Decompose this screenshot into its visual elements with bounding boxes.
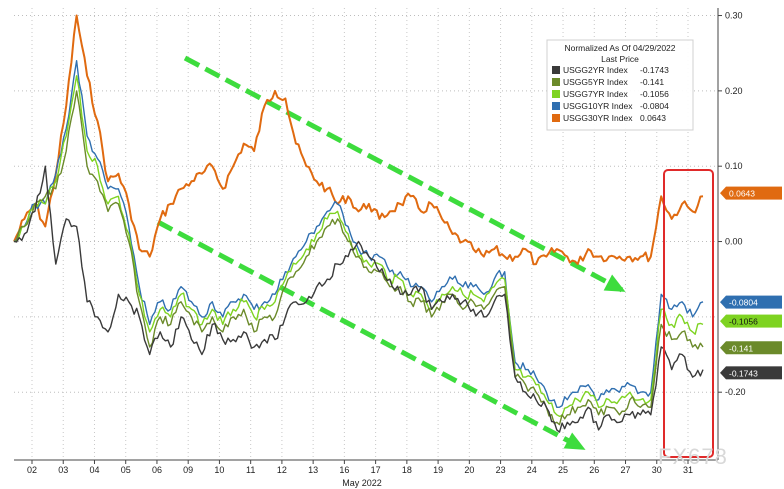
y-tick-label-1: 0.20	[725, 86, 743, 96]
last-tag-pointer-0	[720, 366, 726, 380]
legend-subtitle: Last Price	[601, 54, 639, 64]
x-tick-label-9: 13	[308, 465, 318, 475]
y-tick-label-2: 0.10	[725, 161, 743, 171]
last-tag-pointer-4	[720, 186, 726, 200]
last-tag-box-2	[726, 314, 782, 328]
last-tag-label-4: 0.0643	[729, 189, 755, 199]
series-line-usgg30yr	[13, 14, 704, 266]
legend-entry-name-3: USGG10YR Index	[563, 101, 633, 111]
x-axis-label: May 2022	[342, 478, 382, 488]
legend-entry-value-0: -0.1743	[640, 65, 669, 75]
x-tick-label-20: 30	[652, 465, 662, 475]
x-tick-label-11: 17	[371, 465, 381, 475]
legend-entry-name-0: USGG2YR Index	[563, 65, 628, 75]
y-tick-label-3: 0.00	[725, 237, 743, 247]
last-tag-box-1	[726, 341, 782, 355]
legend-swatch-1	[552, 78, 560, 86]
y-tick-label-0: 0.30	[725, 11, 743, 21]
legend-swatch-3	[552, 102, 560, 110]
last-tag-label-0: -0.1743	[729, 368, 758, 378]
trend-arrow-head-0	[603, 274, 626, 292]
legend-entry-value-2: -0.1056	[640, 89, 669, 99]
x-tick-label-7: 11	[246, 465, 255, 475]
trend-arrow-line-1	[156, 219, 584, 451]
x-tick-label-16: 24	[527, 465, 537, 475]
x-tick-label-17: 25	[558, 465, 568, 475]
legend-box	[546, 39, 694, 131]
legend-entry-value-1: -0.141	[640, 77, 664, 87]
last-tag-box-4	[726, 186, 782, 200]
last-tag-label-2: -0.1056	[729, 317, 758, 327]
x-tick-label-2: 04	[89, 465, 99, 475]
legend-entry-name-1: USGG5YR Index	[563, 77, 628, 87]
trend-arrows	[156, 55, 626, 451]
legend-entry-name-4: USGG30YR Index	[563, 113, 633, 123]
x-tick-label-15: 23	[496, 465, 506, 475]
legend-entry-value-4: 0.0643	[640, 113, 666, 123]
y-axis: 0.30 0.20 0.10 0.00 -0.20	[717, 8, 746, 460]
x-tick-label-18: 26	[589, 465, 599, 475]
last-tag-pointer-3	[720, 295, 726, 309]
last-tag-pointer-1	[720, 341, 726, 355]
highlight-box	[663, 169, 714, 458]
x-tick-label-21: 31	[683, 465, 693, 475]
series-line-usgg10yr	[13, 60, 704, 408]
x-tick-label-10: 16	[339, 465, 349, 475]
highlight-rectangle	[663, 169, 714, 458]
x-tick-label-5: 09	[183, 465, 193, 475]
legend-swatch-2	[552, 90, 560, 98]
x-tick-label-13: 19	[433, 465, 443, 475]
series-line-usgg5yr	[13, 90, 704, 426]
x-tick-label-8: 12	[277, 465, 287, 475]
legend-swatch-4	[552, 114, 560, 122]
last-tag-box-0	[726, 366, 782, 380]
x-tick-label-4: 06	[152, 465, 162, 475]
x-tick-label-1: 03	[58, 465, 68, 475]
x-tick-label-14: 20	[464, 465, 474, 475]
watermark-text: FX678	[658, 444, 728, 469]
last-tag-label-1: -0.141	[729, 343, 753, 353]
x-tick-label-12: 18	[402, 465, 412, 475]
x-tick-label-3: 05	[121, 465, 131, 475]
last-tag-label-3: -0.0804	[729, 298, 758, 308]
last-tag-box-3	[726, 295, 782, 309]
last-price-tags: -0.1743 -0.141 -0.1056 -0.0804 0.0643	[720, 186, 782, 380]
legend-title: Normalized As Of 04/29/2022	[564, 43, 675, 53]
y-tick-label-4: -0.20	[725, 387, 746, 397]
series-lines	[13, 14, 704, 433]
x-tick-label-6: 10	[214, 465, 224, 475]
last-tag-pointer-2	[720, 314, 726, 328]
trend-arrow-line-0	[183, 55, 624, 293]
x-axis: 02 03 04 05 06 09 10 11 12 13 16 17 18 19 20 23 24 25 26 27…	[14, 459, 718, 488]
series-line-usgg2yr	[13, 165, 704, 433]
x-tick-label-0: 02	[27, 465, 37, 475]
legend-swatch-0	[552, 66, 560, 74]
x-tick-label-19: 27	[621, 465, 631, 475]
legend-entry-name-2: USGG7YR Index	[563, 89, 628, 99]
legend-entry-value-3: -0.0804	[640, 101, 669, 111]
trend-arrow-head-1	[563, 432, 586, 450]
